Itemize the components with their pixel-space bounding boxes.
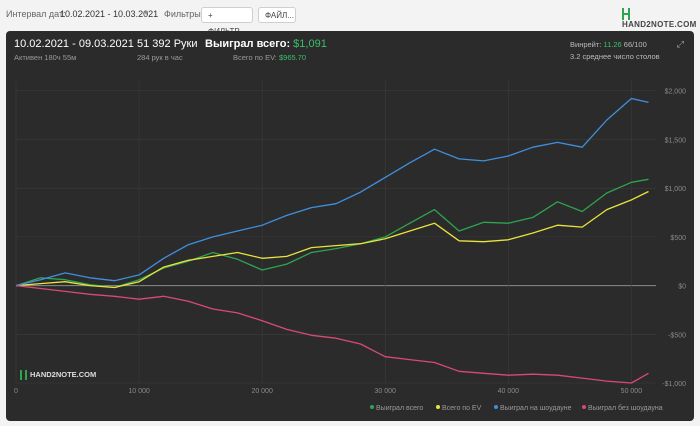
legend-label: Выиграл без шоудауна: [588, 404, 663, 412]
avg-tables: 3.2 среднее число столов: [570, 52, 660, 61]
active-time-text: Активен 180ч 55м: [14, 53, 77, 62]
hand2note-logo: HAND2NOTE.COM: [622, 8, 700, 29]
total-won: Выиграл всего: $1,091: [205, 38, 327, 50]
hands-per-hour: 284 рук в час: [137, 53, 183, 62]
legend-dot: [370, 405, 374, 409]
ev-total-label: Всего по EV:: [233, 53, 277, 62]
x-tick-label: 30 000: [375, 388, 397, 395]
legend-item: Выиграл на шоудауне: [494, 405, 572, 412]
y-tick-label: $1,500: [665, 137, 687, 144]
ev-total-value: $965.70: [278, 53, 307, 62]
y-tick-label: $2,000: [665, 89, 687, 96]
legend-label: Выиграл на шоудауне: [500, 405, 572, 412]
winrate-value: 11.26: [603, 40, 622, 49]
y-tick-label: $0: [678, 284, 686, 291]
toolbar: Интервал дат: 10.02.2021 - 10.03.2021 ▾ …: [0, 0, 700, 36]
series-line: [15, 284, 649, 384]
filters-label: Фильтры:: [164, 9, 204, 19]
y-tick-label: $500: [670, 235, 686, 242]
chevron-down-icon[interactable]: ▾: [144, 8, 149, 17]
x-tick-label: 40 000: [498, 388, 520, 395]
x-tick-label: 0: [14, 388, 18, 395]
legend-label: Выиграл всего: [376, 405, 423, 412]
winrate-tables: 66/100: [623, 40, 647, 49]
date-interval-label: Интервал дат:: [6, 9, 66, 19]
y-tick-label: -$500: [668, 332, 686, 339]
file-button-label: ФАЙЛ...: [265, 11, 294, 20]
date-range-select[interactable]: 10.02.2021 - 10.03.2021: [60, 9, 159, 19]
series-line: [15, 178, 649, 289]
plus-icon: +: [208, 11, 213, 20]
x-tick-label: 10 000: [128, 388, 150, 395]
legend-item: Выиграл без шоудауна: [582, 404, 663, 412]
hand2note-logo-icon: [622, 8, 630, 20]
y-tick-label: $1,000: [665, 186, 687, 193]
legend-item: Всего по EV: [436, 405, 482, 412]
legend-dot: [436, 405, 440, 409]
legend-label: Всего по EV: [442, 405, 482, 412]
legend-dot: [494, 405, 498, 409]
x-tick-label: 20 000: [251, 388, 273, 395]
y-tick-label: -$1,000: [662, 381, 686, 388]
hand2note-logo-text: HAND2NOTE.COM: [622, 20, 697, 29]
x-tick-label: 50 000: [621, 388, 643, 395]
period-text: 10.02.2021 - 09.03.2021: [14, 38, 134, 50]
total-won-value: $1,091: [293, 38, 327, 50]
winnings-chart: -$1,000 -$500 $0 $500 $1,000 $1,500 $2,000 0 10 …: [14, 81, 687, 412]
watermark-icon: [20, 370, 27, 381]
graph-panel: 10.02.2021 - 09.03.2021 Активен 180ч 55м…: [6, 31, 694, 421]
legend-dot: [582, 405, 586, 409]
series-line: [15, 97, 649, 287]
legend-item: Выиграл всего: [370, 405, 423, 412]
total-won-label: Выиграл всего:: [205, 38, 291, 50]
watermark: HAND2NOTE.COM: [20, 370, 97, 381]
series-line: [15, 190, 649, 289]
file-button[interactable]: ФАЙЛ...: [258, 7, 296, 23]
winrate: Винрейт: 11.26 66/100: [570, 40, 647, 49]
hands-count: 51 392 Руки: [137, 38, 198, 50]
filter-button[interactable]: + ФИЛЬТР...: [201, 7, 253, 36]
expand-icon[interactable]: ⤢: [676, 39, 684, 49]
watermark-text: HAND2NOTE.COM: [30, 370, 97, 379]
winrate-label: Винрейт:: [570, 40, 602, 49]
ev-total: Всего по EV: $965.70: [233, 53, 306, 62]
